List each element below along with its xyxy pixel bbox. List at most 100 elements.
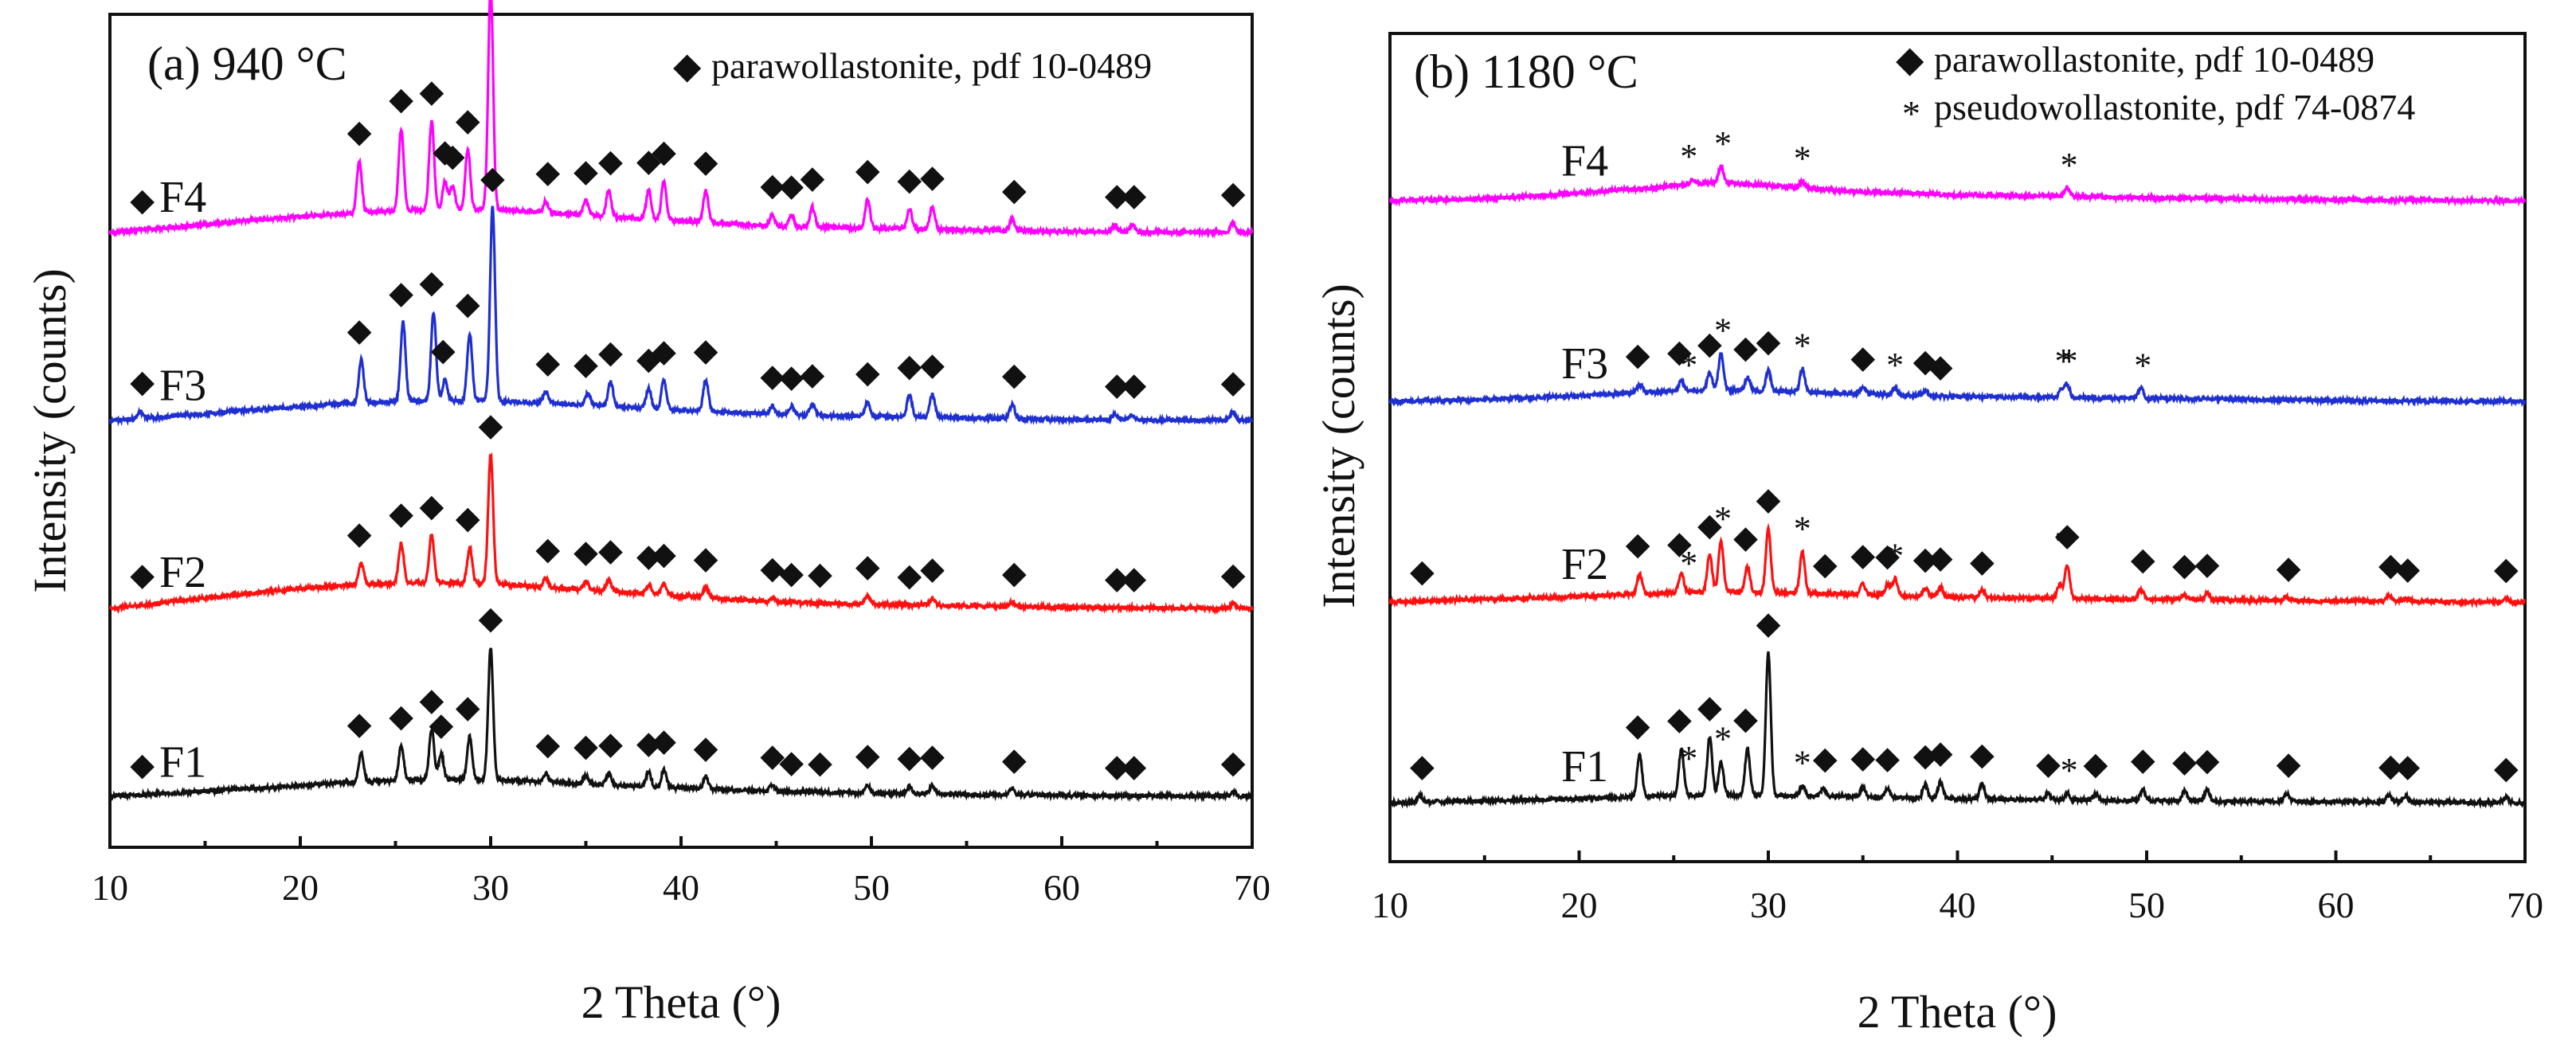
x-tick-label-30: 30 xyxy=(1750,885,1787,925)
parawollastonite-marker: ◆ xyxy=(694,540,718,576)
parawollastonite-marker: ◆ xyxy=(1105,560,1129,596)
parawollastonite-marker: ◆ xyxy=(433,133,457,169)
panel-a-ylabel: Intensity (counts) xyxy=(24,268,76,593)
parawollastonite-marker: ◆ xyxy=(2494,551,2519,587)
parawollastonite-marker: ◆ xyxy=(1667,333,1692,369)
panel-b-frame xyxy=(1388,32,2527,863)
parawollastonite-marker: ◆ xyxy=(389,698,413,734)
pseudowollastonite-marker: * xyxy=(1680,346,1697,385)
parawollastonite-marker: ◆ xyxy=(130,182,155,217)
pseudowollastonite-marker: * xyxy=(1680,544,1697,583)
panel-b-x-axis: 10 20 30 40 50 60 70 xyxy=(1372,850,2543,925)
pseudowollastonite-marker: * xyxy=(2061,522,2078,561)
parawollastonite-marker: ◆ xyxy=(347,515,372,551)
parawollastonite-marker: ◆ xyxy=(535,531,560,567)
parawollastonite-marker: ◆ xyxy=(130,747,155,783)
parawollastonite-marker: ◆ xyxy=(1850,537,1875,573)
parawollastonite-marker: ◆ xyxy=(2395,550,2420,586)
parawollastonite-marker: ◆ xyxy=(574,153,598,189)
pseudowollastonite-marker: * xyxy=(2061,146,2078,185)
parawollastonite-marker: ◆ xyxy=(855,152,880,188)
parawollastonite-marker: ◆ xyxy=(1002,171,1027,207)
x-tick-label-20: 20 xyxy=(282,867,319,908)
panel-b-legend-label-1: parawollastonite, pdf 10-0489 xyxy=(1934,39,2374,80)
pseudowollastonite-marker: * xyxy=(2055,342,2073,381)
parawollastonite-marker: ◆ xyxy=(2131,542,2155,577)
panel-a-xlabel: 2 Theta (°) xyxy=(581,976,781,1028)
parawollastonite-marker: ◆ xyxy=(2277,549,2301,585)
pseudowollastonite-marker: * xyxy=(2061,342,2078,381)
parawollastonite-marker: ◆ xyxy=(1002,741,1027,777)
panel-b-1180C: (b) 1180 °C ◆ parawollastonite, pdf 10-0… xyxy=(1313,32,2543,1038)
parawollastonite-marker: ◆ xyxy=(779,555,804,591)
parawollastonite-marker: ◆ xyxy=(347,312,372,348)
panel-b-legend-label-2: pseudowollastonite, pdf 74-0874 xyxy=(1934,87,2415,127)
parawollastonite-marker: ◆ xyxy=(420,264,444,300)
parawollastonite-marker: ◆ xyxy=(1122,177,1146,213)
parawollastonite-marker: ◆ xyxy=(429,706,453,742)
parawollastonite-marker: ◆ xyxy=(535,154,560,190)
parawollastonite-marker: ◆ xyxy=(2172,743,2197,779)
parawollastonite-marker: ◆ xyxy=(347,113,372,149)
parawollastonite-marker: ◆ xyxy=(347,706,372,741)
parawollastonite-marker: ◆ xyxy=(1002,357,1027,393)
parawollastonite-marker: ◆ xyxy=(456,499,480,535)
parawollastonite-marker: ◆ xyxy=(636,725,661,761)
parawollastonite-marker: ◆ xyxy=(808,745,832,780)
x-tick-label-40: 40 xyxy=(1940,885,1976,925)
parawollastonite-marker: ◆ xyxy=(2195,545,2220,581)
parawollastonite-marker: ◆ xyxy=(574,346,598,381)
curve-label-F3: F3 xyxy=(1561,339,1608,389)
parawollastonite-marker: ◆ xyxy=(779,167,804,203)
parawollastonite-marker: ◆ xyxy=(1667,701,1692,737)
parawollastonite-marker: ◆ xyxy=(574,534,598,569)
curve-label-F4: F4 xyxy=(1561,136,1608,186)
parawollastonite-marker: ◆ xyxy=(694,143,718,179)
pseudowollastonite-marker: * xyxy=(1680,137,1697,176)
parawollastonite-marker: ◆ xyxy=(1105,748,1129,784)
parawollastonite-marker: ◆ xyxy=(2494,750,2519,786)
parawollastonite-marker: ◆ xyxy=(1410,553,1435,589)
parawollastonite-marker: ◆ xyxy=(440,137,465,173)
pseudowollastonite-marker: * xyxy=(1794,744,1811,783)
pseudowollastonite-marker: * xyxy=(1886,537,1904,576)
curve-label-F3: F3 xyxy=(159,362,206,411)
parawollastonite-marker: ◆ xyxy=(1697,326,1722,362)
panel-a-legend-marker: ◆ xyxy=(673,45,702,86)
panel-b-ylabel: Intensity (counts) xyxy=(1313,283,1364,608)
parawollastonite-marker: ◆ xyxy=(897,739,922,775)
parawollastonite-marker: ◆ xyxy=(598,725,623,761)
parawollastonite-marker: ◆ xyxy=(1913,737,1938,773)
parawollastonite-marker: ◆ xyxy=(1221,174,1246,210)
parawollastonite-marker: ◆ xyxy=(420,73,444,109)
series-F3: F3 ◆ ◆ ◆ ◆◆ ◆ ◆◆** ** ** * xyxy=(1388,311,2527,408)
parawollastonite-marker: ◆ xyxy=(1733,701,1758,737)
x-tick-label-40: 40 xyxy=(663,867,699,908)
pseudowollastonite-marker: * xyxy=(1714,124,1732,163)
parawollastonite-marker: ◆ xyxy=(389,275,413,311)
parawollastonite-marker: ◆ xyxy=(535,725,560,761)
parawollastonite-marker: ◆ xyxy=(1756,323,1781,359)
parawollastonite-marker: ◆ xyxy=(2378,748,2403,784)
parawollastonite-marker: ◆ xyxy=(2195,741,2220,777)
curve-label-F2: F2 xyxy=(1561,540,1608,589)
parawollastonite-marker: ◆ xyxy=(855,548,880,584)
parawollastonite-marker: ◆ xyxy=(479,407,503,443)
x-tick-label-10: 10 xyxy=(1372,885,1408,925)
parawollastonite-marker: ◆ xyxy=(2172,547,2197,583)
x-tick-label-60: 60 xyxy=(1043,867,1080,908)
x-tick-label-70: 70 xyxy=(2507,885,2543,925)
parawollastonite-marker: ◆ xyxy=(920,158,945,194)
x-tick-label-10: 10 xyxy=(92,867,128,908)
pseudowollastonite-marker: * xyxy=(2134,346,2151,385)
pseudowollastonite-marker: * xyxy=(2134,747,2151,786)
parawollastonite-marker: ◆ xyxy=(1122,748,1146,784)
parawollastonite-marker: ◆ xyxy=(1970,543,1995,579)
series-line-F3 xyxy=(108,205,1253,427)
parawollastonite-marker: ◆ xyxy=(652,722,676,758)
x-tick-label-50: 50 xyxy=(2128,885,2165,925)
parawollastonite-marker: ◆ xyxy=(801,159,825,195)
parawollastonite-marker: ◆ xyxy=(636,143,661,178)
parawollastonite-marker: ◆ xyxy=(1697,507,1722,543)
parawollastonite-marker: ◆ xyxy=(1410,748,1435,784)
